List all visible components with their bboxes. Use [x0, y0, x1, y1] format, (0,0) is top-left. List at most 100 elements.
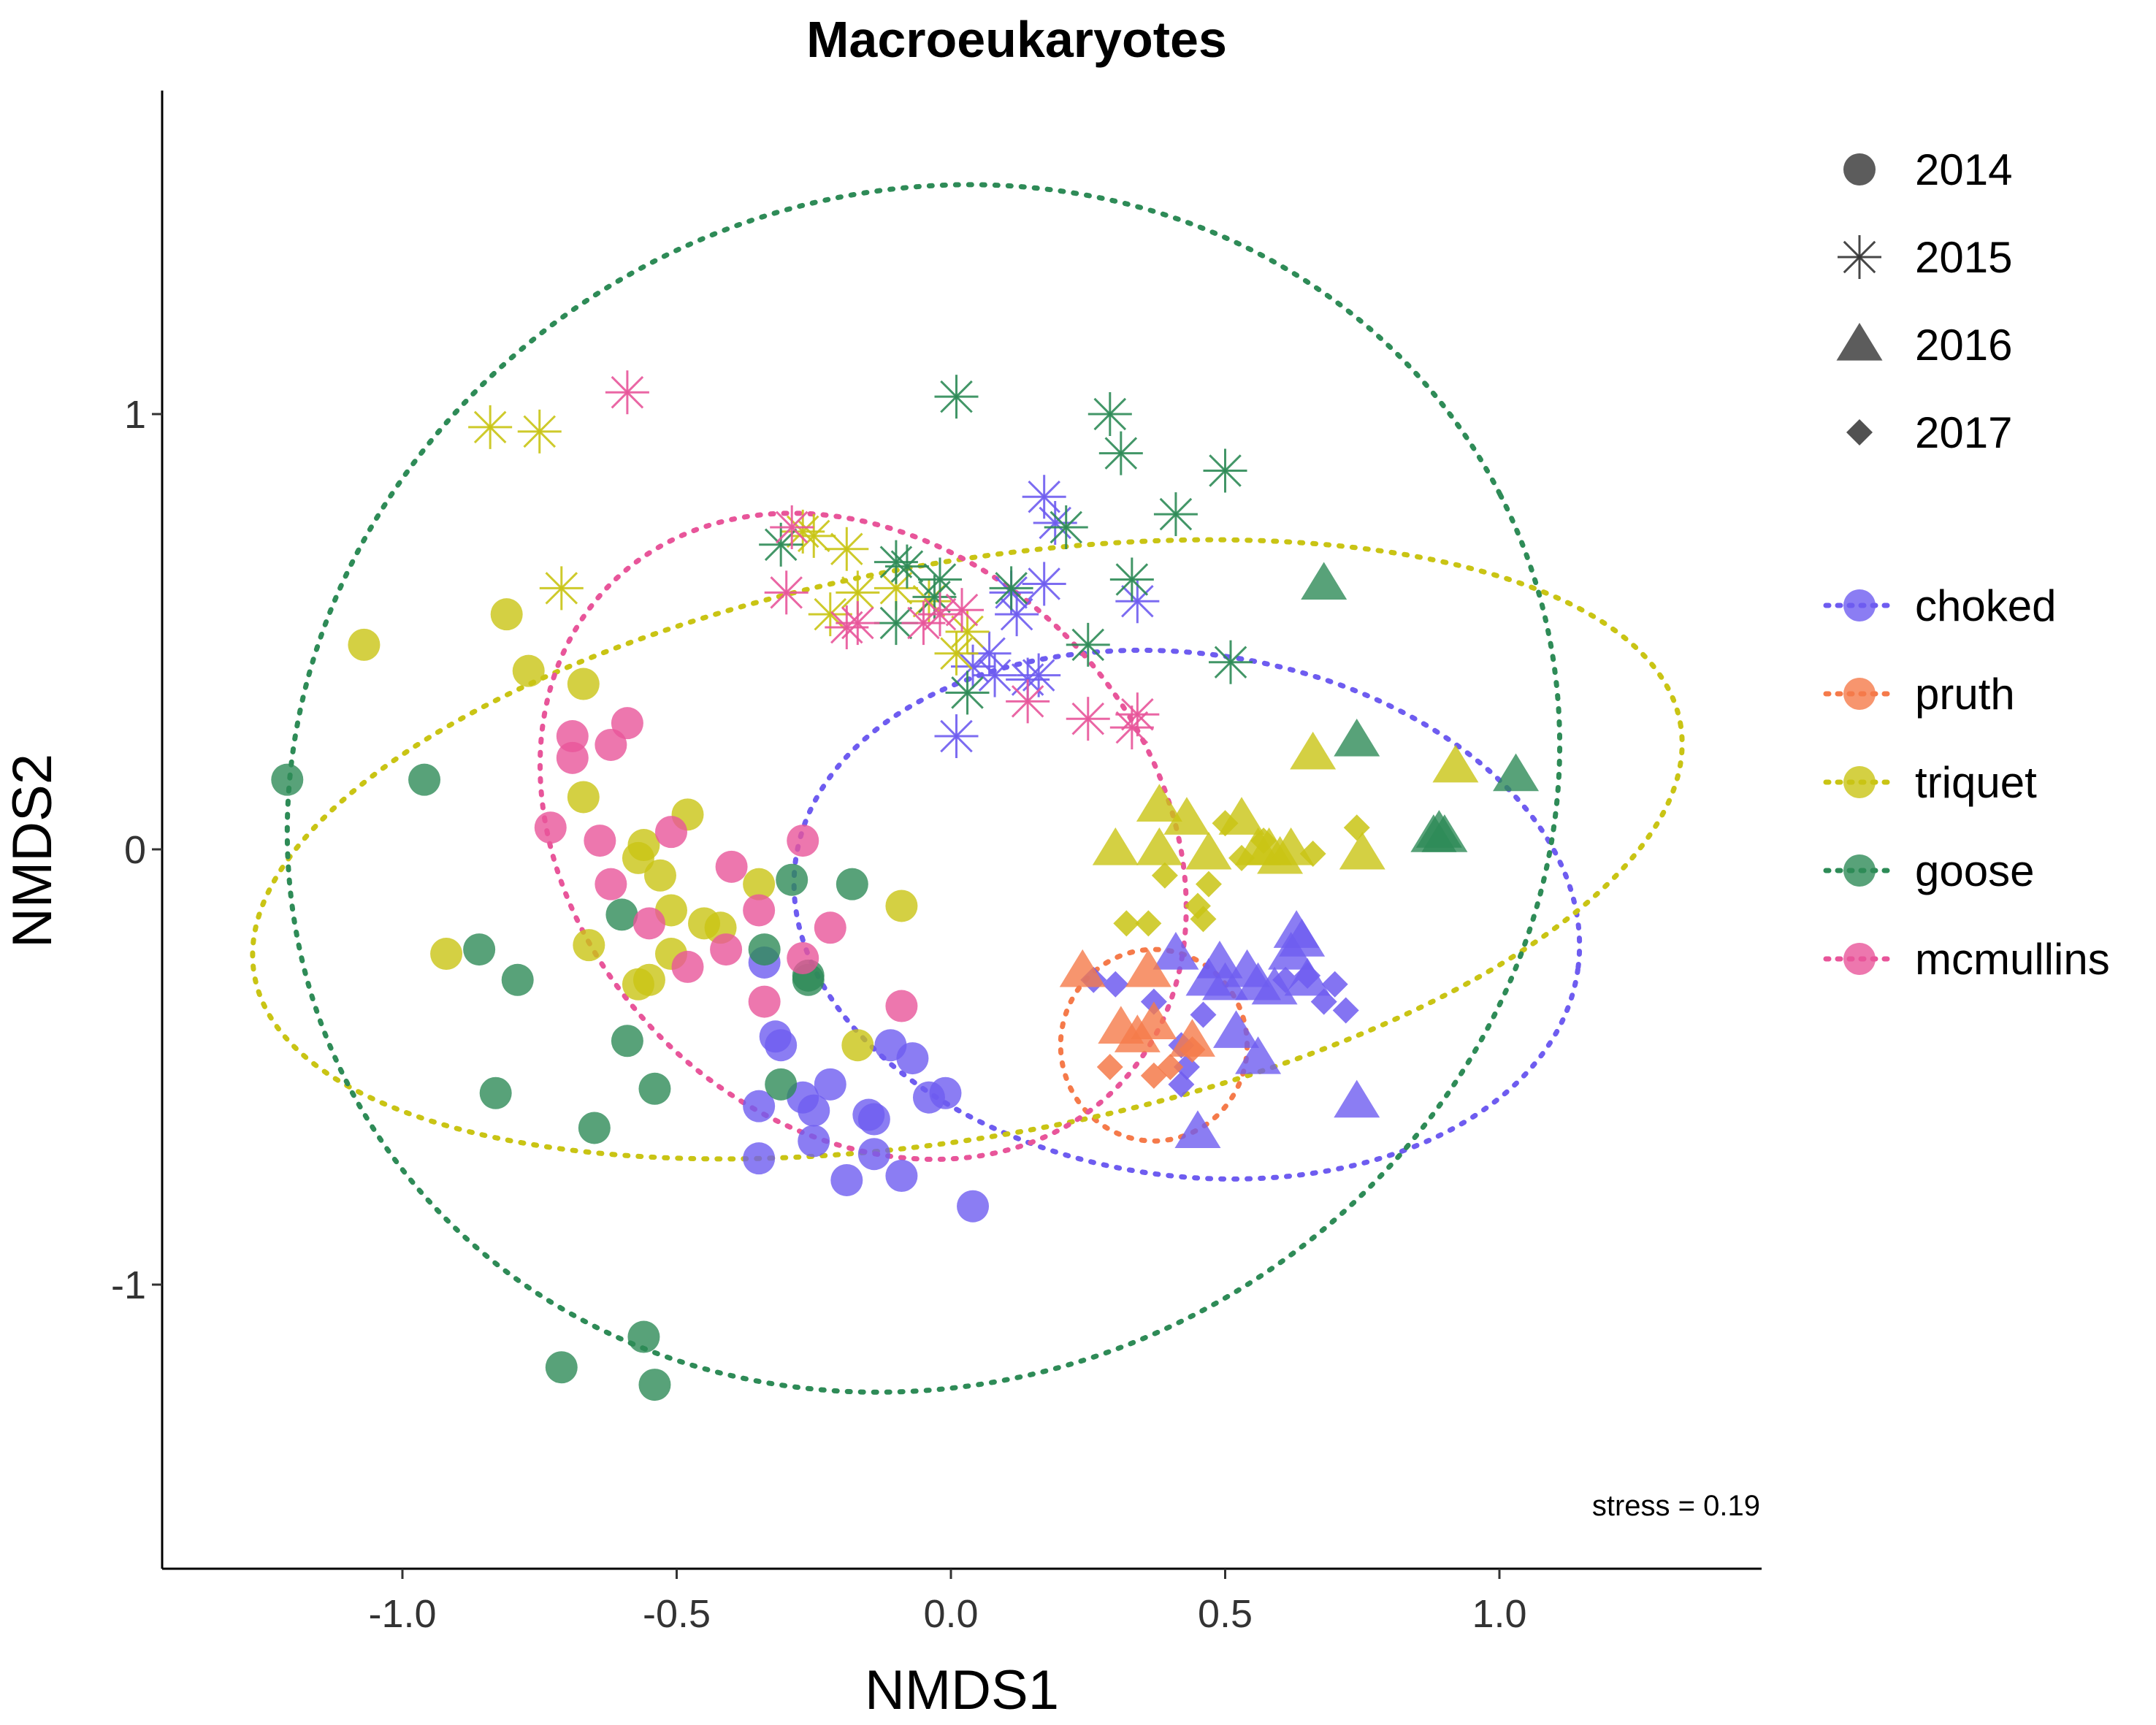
legend-label-mcmullins: mcmullins: [1915, 935, 2110, 984]
legend-label-2016: 2016: [1915, 321, 2012, 370]
point-triquet-2016: [1339, 831, 1385, 870]
point-goose-2015: [759, 522, 803, 567]
point-triquet-2014: [348, 628, 381, 661]
legend-site: choked pruth triquet goose mcmullins: [1823, 581, 2110, 984]
point-triquet-2016: [1432, 744, 1479, 783]
point-choked-2016: [1174, 1110, 1221, 1148]
point-mcmullins-2015: [901, 601, 946, 646]
point-triquet-2014: [430, 938, 463, 971]
point-choked-2015: [934, 714, 979, 759]
point-goose-2014: [765, 1068, 798, 1101]
point-goose-2014: [271, 763, 304, 796]
ellipse-goose: [284, 182, 1563, 1395]
point-goose-2015: [945, 670, 990, 715]
point-triquet-2015: [539, 566, 584, 611]
point-mcmullins-2015: [1066, 697, 1110, 741]
point-goose-2015: [1066, 622, 1110, 667]
point-triquet-2015: [945, 610, 990, 654]
point-choked-2015: [995, 592, 1039, 637]
point-pruth-2016: [1131, 1001, 1177, 1039]
chart-title: Macroeukaryotes: [806, 11, 1227, 68]
point-goose-2015: [1087, 392, 1132, 436]
x-tick-label: 1.0: [1472, 1592, 1526, 1636]
x-axis-title: NMDS1: [865, 1659, 1059, 1721]
point-mcmullins-2014: [556, 720, 589, 753]
point-triquet-2016: [1185, 831, 1232, 870]
point-triquet-2017: [1212, 810, 1239, 837]
point-choked-2014: [885, 1160, 918, 1192]
point-triquet-2015: [468, 405, 513, 449]
point-mcmullins-2015: [1115, 692, 1160, 737]
point-mcmullins-2015: [1109, 705, 1154, 750]
point-triquet-2017: [1151, 862, 1178, 889]
point-triquet-2014: [490, 598, 523, 631]
legend-key-mcmullins: [1843, 943, 1876, 975]
point-choked-2016: [1152, 932, 1199, 970]
point-triquet-2017: [1135, 910, 1162, 937]
point-mcmullins-2015: [770, 505, 814, 549]
legend-key-pruth: [1843, 678, 1876, 710]
point-goose-2015: [934, 375, 979, 419]
legend-label-choked: choked: [1915, 581, 2056, 630]
point-triquet-2017: [1299, 840, 1326, 867]
legend-label-pruth: pruth: [1915, 670, 2015, 719]
y-ticks: -1 0 1: [111, 393, 162, 1307]
point-goose-2014: [501, 963, 534, 996]
legend-label-2014: 2014: [1915, 145, 2012, 194]
point-choked-2017: [1294, 962, 1321, 989]
point-choked-2015: [973, 653, 1017, 697]
point-goose-2015: [874, 601, 918, 646]
x-tick-label: 0.0: [923, 1592, 978, 1636]
point-mcmullins-2014: [814, 911, 846, 944]
point-choked-2017: [1310, 988, 1337, 1015]
point-choked-2014: [814, 1068, 846, 1101]
legend-label-2015: 2015: [1915, 233, 2012, 282]
point-triquet-2015: [517, 409, 562, 454]
point-mcmullins-2014: [595, 868, 627, 900]
point-triquet-2017: [1250, 827, 1277, 854]
legend-label-triquet: triquet: [1915, 758, 2037, 807]
point-mcmullins-2014: [584, 825, 616, 857]
point-choked-2016: [1279, 919, 1326, 957]
point-mcmullins-2014: [787, 825, 819, 857]
point-goose-2014: [578, 1112, 611, 1144]
ellipse-mcmullins: [537, 510, 1189, 1162]
point-triquet-2014: [627, 829, 660, 862]
legend-key-2015: [1838, 235, 1881, 279]
point-mcmullins-2015: [836, 601, 880, 646]
x-tick-label: -1.0: [368, 1592, 436, 1636]
point-mcmullins-2015: [605, 370, 649, 415]
point-triquet-2017: [1113, 910, 1140, 937]
legend-key-goose: [1843, 854, 1876, 887]
y-axis-title: NMDS2: [1, 754, 64, 948]
x-ticks: -1.0 -0.5 0.0 0.5 1.0: [368, 1569, 1527, 1636]
point-pruth-2017: [1096, 1054, 1123, 1080]
point-triquet-2016: [1092, 827, 1139, 865]
point-goose-2014: [836, 868, 868, 900]
legend-year: 2014 2015 2016 2017: [1836, 145, 2012, 457]
point-goose-2014: [605, 898, 638, 931]
point-triquet-2016: [1290, 731, 1337, 770]
point-mcmullins-2014: [534, 811, 567, 844]
point-choked-2014: [857, 1138, 890, 1171]
point-goose-2015: [1203, 448, 1247, 493]
point-triquet-2014: [622, 968, 654, 1001]
point-triquet-2014: [567, 668, 600, 700]
point-triquet-2014: [743, 868, 776, 900]
legend-key-2017: [1846, 419, 1873, 445]
point-goose-2015: [1098, 431, 1143, 475]
legend-key-2014: [1843, 153, 1876, 185]
point-goose-2016: [1493, 753, 1540, 792]
point-goose-2014: [748, 933, 781, 966]
point-choked-2014: [896, 1042, 929, 1075]
point-goose-2014: [611, 1025, 643, 1057]
point-choked-2015: [1022, 475, 1066, 519]
legend-key-2016: [1836, 323, 1883, 361]
point-mcmullins-2014: [595, 728, 627, 761]
stress-annotation: stress = 0.19: [1592, 1490, 1760, 1522]
point-goose-2015: [1044, 505, 1088, 549]
point-triquet-2017: [1228, 844, 1255, 871]
point-goose-2014: [479, 1076, 512, 1109]
ellipse-choked: [791, 647, 1583, 1182]
point-goose-2014: [638, 1072, 671, 1105]
